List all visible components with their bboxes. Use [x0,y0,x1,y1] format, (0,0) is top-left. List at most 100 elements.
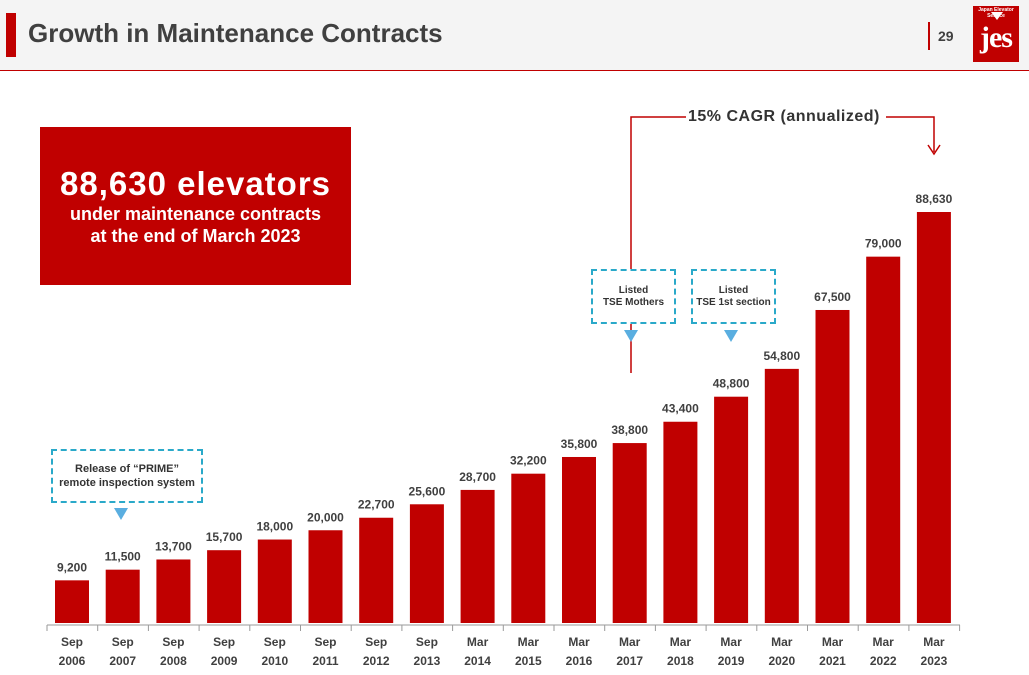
x-tick-year: 2012 [363,654,390,668]
data-label: 32,200 [510,454,547,468]
x-tick-year: 2022 [870,654,897,668]
logo-wordmark: jes [980,21,1013,54]
bar-mar-2014 [460,489,495,623]
company-logo: Japan Elevator Service jes [973,6,1019,62]
x-tick-month: Mar [923,635,945,649]
callout-tse-mothers: Listed TSE Mothers [591,269,676,324]
bar-mar-2021 [815,309,850,623]
x-tick-month: Mar [568,635,590,649]
highlight-box: 88,630 elevators under maintenance contr… [40,127,351,285]
mothers-pointer-icon [624,330,638,342]
data-label: 43,400 [662,402,699,416]
bar-sep-2012 [359,517,394,623]
x-tick-month: Sep [264,635,286,649]
x-tick-year: 2009 [211,654,238,668]
page-title: Growth in Maintenance Contracts [28,18,443,48]
first-section-pointer-icon [724,330,738,342]
bar-mar-2020 [764,368,799,623]
x-tick-month: Mar [720,635,742,649]
header: Growth in Maintenance Contracts 29 Japan… [0,0,1029,71]
bar-sep-2009 [207,550,242,623]
prime-pointer-icon [114,508,128,520]
highlight-line-2: at the end of March 2023 [90,226,301,246]
x-tick-year: 2017 [616,654,643,668]
bar-mar-2019 [714,396,749,623]
x-tick-month: Mar [771,635,793,649]
x-tick-month: Mar [873,635,895,649]
cagr-arrow-head [927,144,941,156]
data-label: 18,000 [256,520,293,534]
callout-first-line-1: Listed [718,284,749,296]
x-tick-month: Sep [61,635,83,649]
x-tick-month: Mar [467,635,489,649]
x-tick-month: Sep [162,635,184,649]
data-label: 25,600 [409,484,446,498]
bar-sep-2011 [308,530,343,623]
x-tick-year: 2020 [768,654,795,668]
data-label: 13,700 [155,539,192,553]
x-tick-year: 2008 [160,654,187,668]
x-tick-year: 2010 [261,654,288,668]
logo-marker-icon [991,12,1003,20]
x-tick-month: Sep [365,635,387,649]
x-tick-year: 2015 [515,654,542,668]
callout-tse-first-section: Listed TSE 1st section [691,269,776,324]
data-label: 54,800 [763,349,800,363]
cagr-bracket-left [630,116,686,373]
x-tick-year: 2016 [566,654,593,668]
x-tick-year: 2019 [718,654,745,668]
page-number-divider [928,22,930,50]
data-label: 79,000 [865,237,902,251]
x-tick-year: 2023 [921,654,948,668]
highlight-line-1: under maintenance contracts [69,204,322,224]
data-label: 15,700 [206,530,243,544]
x-tick-year: 2006 [59,654,86,668]
x-tick-year: 2014 [464,654,491,668]
x-tick-month: Sep [213,635,235,649]
callout-prime-line-1: Release of “PRIME” [75,463,179,475]
bar-mar-2018 [663,421,698,623]
bar-sep-2010 [257,539,292,623]
bar-sep-2006 [55,580,89,623]
bar-mar-2017 [612,443,647,623]
bar-sep-2008 [156,559,191,623]
x-tick-month: Mar [670,635,692,649]
data-label: 11,500 [105,550,141,564]
data-label: 35,800 [561,437,598,451]
data-label: 28,700 [459,470,496,484]
data-label: 38,800 [611,423,648,437]
data-label: 48,800 [713,377,750,391]
x-tick-month: Mar [822,635,844,649]
x-tick-month: Sep [416,635,438,649]
data-label: 67,500 [814,290,851,304]
bar-sep-2007 [105,569,140,623]
x-tick-year: 2011 [312,654,338,668]
x-tick-year: 2021 [819,654,846,668]
data-label: 88,630 [916,192,953,206]
bar-mar-2022 [866,256,901,623]
x-tick-year: 2018 [667,654,694,668]
x-tick-year: 2013 [414,654,441,668]
header-accent-bar [6,13,16,57]
cagr-bracket-right [886,116,935,152]
callout-mothers-line-2: TSE Mothers [602,296,665,308]
callout-mothers-line-1: Listed [618,284,649,296]
callout-first-line-2: TSE 1st section [696,296,771,308]
bar-mar-2015 [511,473,546,623]
bar-mar-2016 [562,456,596,623]
bar-mar-2023 [916,212,951,623]
highlight-headline: 88,630 elevators [59,165,332,202]
data-label: 9,200 [57,560,87,574]
x-tick-year: 2007 [109,654,136,668]
data-label: 22,700 [358,498,395,512]
callout-prime-line-2: remote inspection system [59,477,195,489]
callout-prime-release: Release of “PRIME” remote inspection sys… [51,449,203,503]
x-tick-month: Sep [112,635,134,649]
x-tick-month: Sep [314,635,336,649]
data-label: 20,000 [307,510,344,524]
page-number: 29 [938,28,954,44]
cagr-label: 15% CAGR (annualized) [686,108,882,126]
bar-sep-2013 [409,504,444,623]
x-tick-month: Mar [619,635,641,649]
